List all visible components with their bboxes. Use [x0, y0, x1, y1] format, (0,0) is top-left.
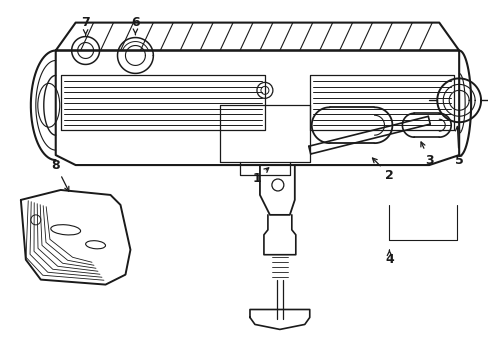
Text: 2: 2 — [372, 158, 393, 181]
Text: 4: 4 — [384, 250, 393, 266]
Text: 7: 7 — [81, 16, 90, 35]
Text: 8: 8 — [51, 158, 69, 191]
Text: 1: 1 — [252, 168, 268, 185]
Text: 6: 6 — [131, 16, 140, 35]
Text: 5: 5 — [454, 126, 463, 167]
Text: 3: 3 — [420, 142, 433, 167]
